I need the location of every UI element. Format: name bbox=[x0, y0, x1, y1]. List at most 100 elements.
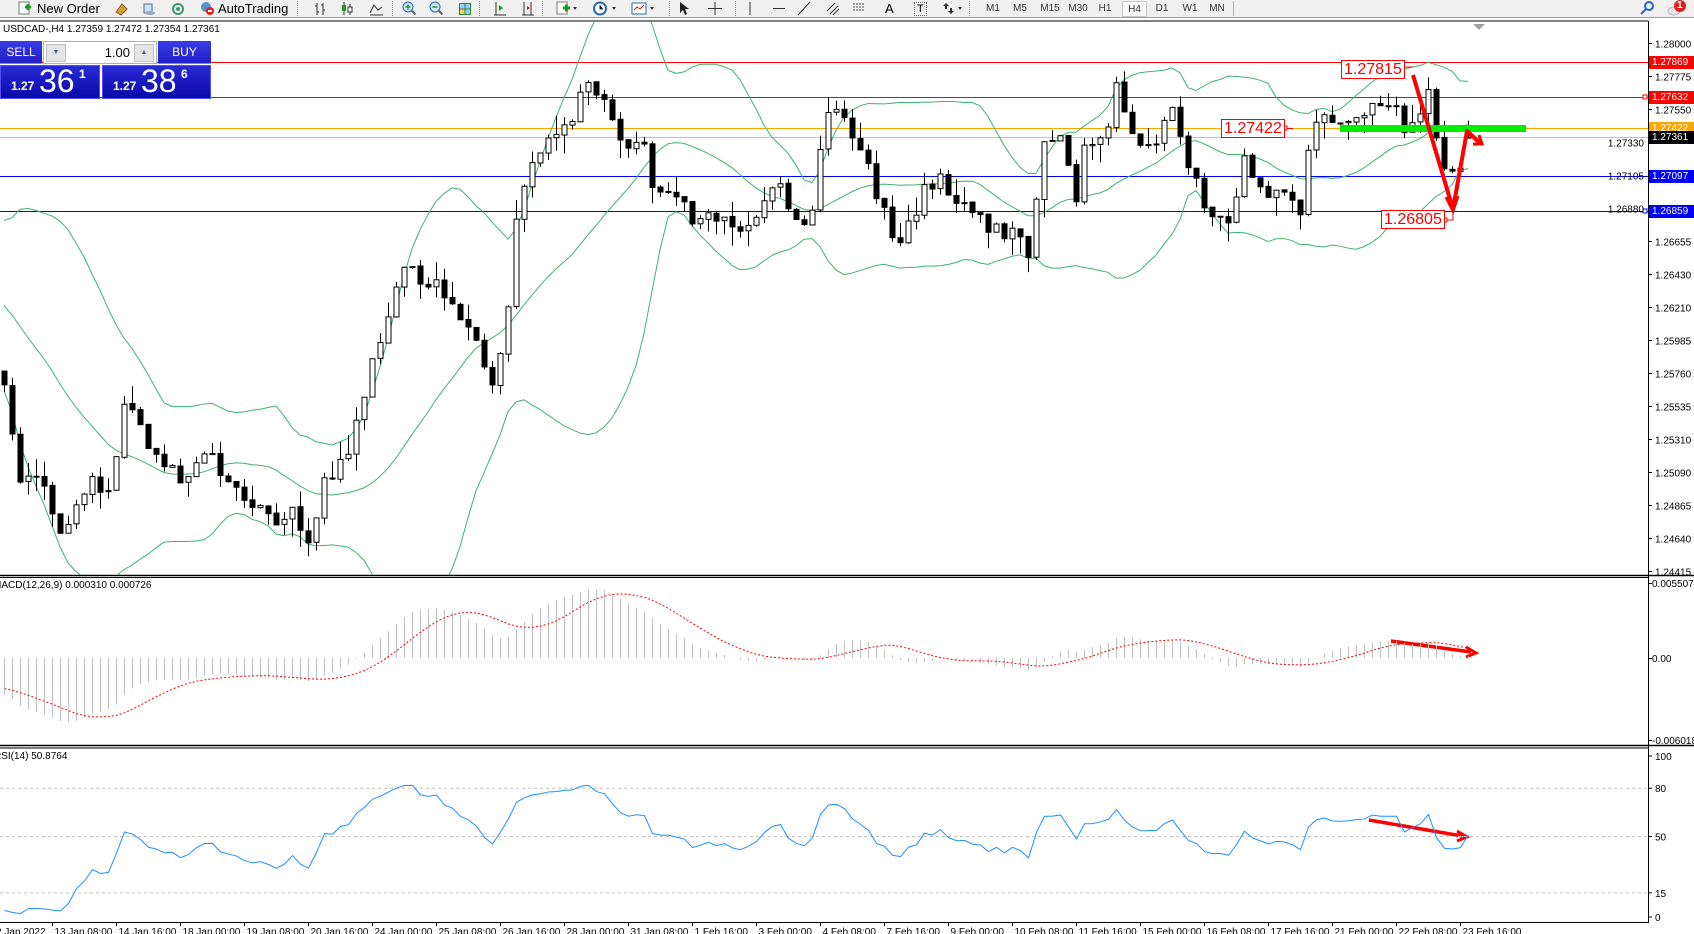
candle-body-bull bbox=[777, 183, 784, 188]
timeframe-m5[interactable]: M5 bbox=[1013, 3, 1027, 14]
price-tick-label: 1.27105 bbox=[1608, 172, 1645, 183]
candle bbox=[1209, 206, 1216, 227]
sell-button[interactable]: SELL bbox=[0, 41, 42, 64]
tile-windows-icon bbox=[458, 2, 472, 16]
candle-body-bear bbox=[1145, 144, 1152, 147]
notification-count: 1 bbox=[1677, 0, 1683, 11]
candle-body-bull bbox=[1233, 196, 1240, 223]
auto-scroll-button[interactable] bbox=[493, 0, 507, 17]
candle bbox=[193, 456, 200, 478]
one-click-trading-panel: SELL ▼ 1.00 ▲ BUY 1.27 36 1 1.27 38 6 bbox=[0, 41, 211, 99]
candle-body-bear bbox=[945, 174, 952, 196]
timeframe-m15[interactable]: M15 bbox=[1040, 3, 1060, 14]
candlestick-button[interactable] bbox=[340, 0, 354, 17]
candle-body-bull bbox=[281, 518, 288, 525]
price-tick-label: 1.25310 bbox=[1655, 436, 1692, 447]
price-annotation-low[interactable]: 1.26805 bbox=[1381, 210, 1445, 229]
candle bbox=[1377, 95, 1384, 107]
candle-body-bear bbox=[1433, 89, 1440, 139]
crosshair-icon bbox=[708, 1, 722, 16]
tile-windows-button[interactable] bbox=[458, 0, 472, 17]
time-tick-label: 16 Feb 08:00 bbox=[1207, 927, 1266, 934]
templates-button[interactable] bbox=[631, 0, 656, 17]
channel-icon bbox=[826, 1, 842, 16]
zigzag-arrow[interactable] bbox=[1411, 74, 1482, 211]
macd-axis-label: 0.00 bbox=[1652, 654, 1672, 665]
horizontal-line-tool[interactable] bbox=[772, 0, 786, 17]
candle bbox=[953, 179, 960, 214]
lot-increase-button[interactable]: ▲ bbox=[134, 44, 154, 62]
search-button[interactable] bbox=[1640, 0, 1654, 17]
lot-size-input[interactable]: ▼ 1.00 ▲ bbox=[43, 41, 157, 64]
sell-price-pips: 36 bbox=[39, 63, 75, 99]
candle-body-bull bbox=[1425, 88, 1432, 114]
timeframe-mn[interactable]: MN bbox=[1209, 3, 1225, 14]
candle bbox=[89, 472, 96, 504]
buy-button[interactable]: BUY bbox=[158, 41, 211, 64]
price-annotation-high[interactable]: 1.27815 bbox=[1341, 60, 1405, 79]
chart-shift-button[interactable] bbox=[521, 0, 535, 17]
lot-value[interactable]: 1.00 bbox=[104, 45, 130, 60]
zoom-out-button[interactable] bbox=[429, 0, 444, 17]
search-icon bbox=[1640, 1, 1654, 16]
candle bbox=[657, 185, 664, 198]
candle-body-bear bbox=[1257, 177, 1264, 188]
time-tick-label: 1 Feb 16:00 bbox=[695, 927, 749, 934]
candle-body-bear bbox=[129, 403, 136, 411]
line-chart-button[interactable] bbox=[369, 0, 383, 17]
text-label-tool[interactable]: T bbox=[914, 0, 927, 17]
crosshair-tool[interactable] bbox=[708, 0, 722, 17]
timeframe-w1[interactable]: W1 bbox=[1182, 3, 1198, 14]
candle-body-bear bbox=[153, 447, 160, 455]
rsi-trend-arrow[interactable] bbox=[1368, 818, 1463, 838]
candle bbox=[1081, 137, 1088, 205]
autotrading-button[interactable]: AutoTrading bbox=[199, 0, 288, 17]
timeframe-h1[interactable]: H1 bbox=[1098, 3, 1112, 14]
market-watch-button[interactable] bbox=[114, 0, 128, 17]
green-zone-bar[interactable] bbox=[1340, 125, 1526, 132]
navigator-button[interactable] bbox=[171, 0, 185, 17]
trendline-tool[interactable] bbox=[797, 0, 811, 17]
candle bbox=[249, 485, 256, 517]
lot-decrease-button[interactable]: ▼ bbox=[46, 44, 66, 62]
candle bbox=[1217, 215, 1224, 232]
new-order-button[interactable]: New Order bbox=[18, 0, 100, 17]
candle bbox=[1305, 144, 1312, 217]
equidistant-channel-tool[interactable] bbox=[826, 0, 842, 17]
candle bbox=[465, 304, 472, 341]
chart-shift-icon bbox=[521, 1, 535, 16]
candle bbox=[761, 187, 768, 224]
candle bbox=[177, 458, 184, 484]
candle bbox=[1001, 222, 1008, 243]
bar-chart-button[interactable] bbox=[313, 0, 327, 17]
fibonacci-tool[interactable] bbox=[852, 0, 868, 17]
price-tick-label: 1.25535 bbox=[1655, 403, 1692, 414]
timeframe-m1[interactable]: M1 bbox=[986, 3, 1000, 14]
toolbar-separator bbox=[1233, 1, 1234, 16]
candle-body-bull bbox=[385, 316, 392, 344]
notifications-button[interactable]: 1 bbox=[1667, 0, 1687, 17]
cursor-tool[interactable] bbox=[678, 0, 690, 17]
timeframe-m30[interactable]: M30 bbox=[1068, 3, 1088, 14]
level-handle bbox=[1642, 208, 1648, 214]
indicators-button[interactable] bbox=[556, 0, 578, 17]
text-tool[interactable]: A bbox=[885, 0, 894, 17]
candle-body-bull bbox=[577, 91, 584, 123]
sell-price[interactable]: 1.27 36 1 bbox=[0, 63, 100, 99]
data-window-button[interactable] bbox=[142, 0, 156, 17]
buy-price[interactable]: 1.27 38 6 bbox=[102, 63, 211, 99]
time-tick-label: 22 Feb 08:00 bbox=[1399, 927, 1458, 934]
candlestick-icon bbox=[340, 1, 354, 16]
timeframe-h4[interactable]: H4 bbox=[1122, 1, 1147, 17]
arrows-tool[interactable] bbox=[943, 0, 965, 17]
candle-body-bear bbox=[305, 530, 312, 544]
vertical-line-tool[interactable] bbox=[747, 0, 753, 17]
chart-shift-marker[interactable] bbox=[1473, 24, 1485, 30]
trendline-icon bbox=[797, 1, 811, 16]
price-annotation-mid[interactable]: 1.27422 bbox=[1221, 119, 1285, 138]
periods-button[interactable] bbox=[593, 0, 617, 17]
timeframe-d1[interactable]: D1 bbox=[1155, 3, 1169, 14]
time-tick-label: 15 Feb 00:00 bbox=[1143, 927, 1202, 934]
zoom-in-button[interactable] bbox=[402, 0, 417, 17]
